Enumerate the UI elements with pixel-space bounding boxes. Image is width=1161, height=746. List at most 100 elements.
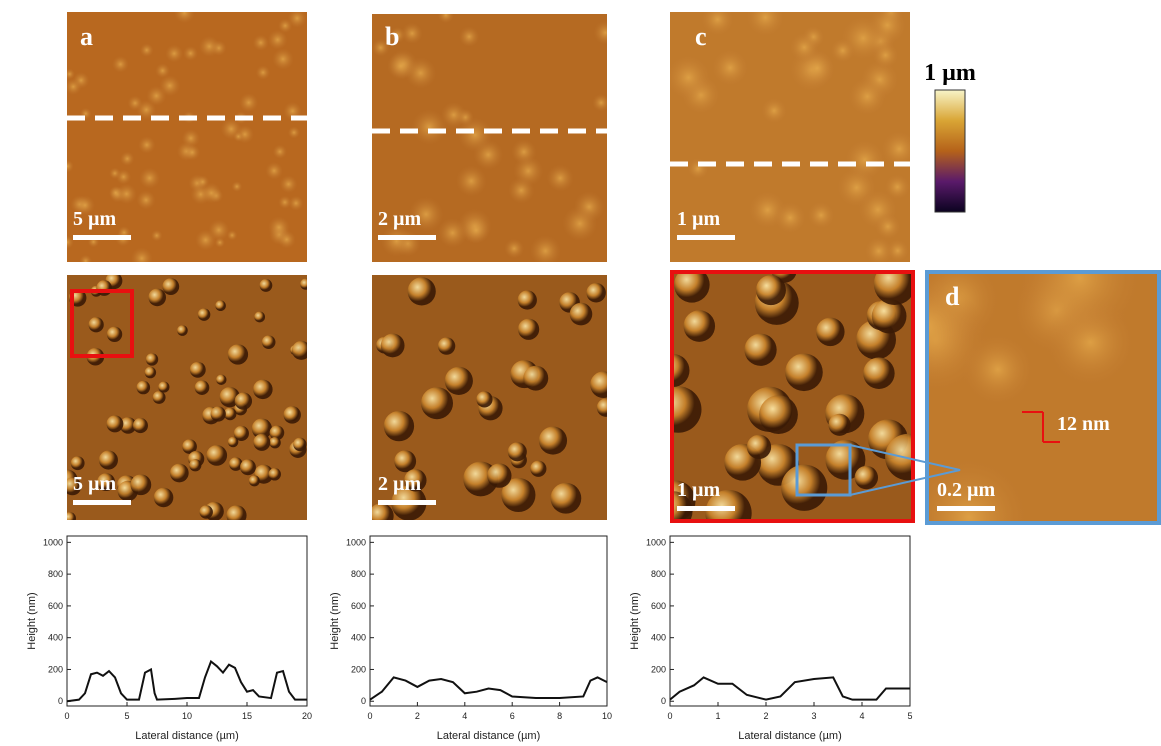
afm-image: [67, 12, 307, 262]
feature: [394, 450, 417, 473]
feature: [272, 144, 287, 159]
feature: [700, 12, 735, 37]
y-tick-label: 600: [48, 601, 63, 611]
feature: [785, 353, 823, 392]
feature: [67, 159, 74, 173]
feature: [116, 183, 137, 205]
scale-bar: [73, 500, 131, 505]
scale-bar-label: 1 µm: [677, 208, 721, 230]
feature: [854, 465, 879, 490]
y-axis-label: Height (nm): [329, 592, 341, 649]
feature: [239, 459, 256, 476]
feature: [670, 386, 702, 433]
feature: [67, 235, 74, 249]
afm-image: [670, 270, 915, 523]
feature: [97, 473, 116, 492]
feature: [173, 12, 195, 24]
feature: [159, 75, 181, 97]
feature: [287, 12, 307, 28]
feature: [272, 48, 294, 70]
y-tick-label: 200: [651, 664, 666, 674]
feature: [144, 366, 157, 379]
feature: [216, 374, 227, 385]
feature: [517, 290, 537, 310]
feature: [136, 100, 157, 120]
feature: [871, 298, 907, 334]
afm-image: [372, 275, 607, 520]
feature: [745, 12, 786, 38]
feature: [411, 109, 447, 145]
line: [369, 676, 608, 701]
feature: [458, 26, 480, 47]
feature: [106, 326, 123, 342]
scale-bar-label: 5 µm: [73, 473, 117, 495]
feature: [120, 151, 135, 166]
feature: [596, 398, 607, 417]
feature: [592, 93, 607, 112]
y-tick-label: 0: [361, 696, 366, 706]
feature: [184, 144, 201, 161]
feature: [746, 434, 772, 460]
scale-bar-label: 0.2 µm: [937, 479, 996, 501]
feature: [279, 175, 298, 193]
feature: [132, 418, 148, 434]
feature: [781, 464, 828, 511]
x-tick-label: 4: [859, 711, 864, 721]
y-tick-label: 400: [351, 633, 366, 643]
scale-bar: [378, 500, 436, 505]
feature: [223, 407, 237, 421]
feature: [508, 177, 535, 204]
x-tick-label: 20: [302, 711, 312, 721]
feature: [562, 206, 598, 242]
feature: [523, 365, 549, 391]
plot-frame: [669, 535, 911, 707]
scale-bar-label: 5 µm: [73, 208, 117, 230]
scale-bar: [677, 235, 735, 240]
feature: [828, 413, 851, 436]
scale-bar-label: 2 µm: [378, 208, 422, 230]
y-tick-label: 800: [48, 569, 63, 579]
zoom-box: [795, 443, 852, 497]
feature: [183, 45, 198, 61]
scale-bar: [677, 506, 735, 511]
feature: [231, 181, 243, 192]
feature: [744, 333, 777, 366]
feature: [139, 43, 154, 57]
feature: [287, 126, 301, 139]
feature: [252, 34, 269, 51]
x-tick-label: 0: [367, 711, 372, 721]
feature: [229, 457, 243, 471]
feature: [546, 164, 574, 192]
y-tick-label: 600: [651, 601, 666, 611]
x-axis-label: Lateral distance (µm): [135, 730, 239, 742]
feature: [165, 44, 184, 63]
feature: [136, 380, 151, 395]
feature: [115, 169, 132, 185]
feature: [530, 460, 547, 477]
feature: [407, 277, 436, 306]
y-tick-label: 0: [661, 696, 666, 706]
annotation: 12 nm: [1057, 413, 1110, 435]
feature: [441, 102, 467, 128]
feature: [198, 35, 220, 57]
panel-label: b: [385, 22, 399, 51]
feature: [259, 279, 273, 292]
feature: [162, 278, 180, 295]
feature: [189, 361, 206, 378]
feature: [686, 157, 710, 180]
feature: [269, 436, 281, 449]
colorbar-label: 1 µm: [924, 60, 976, 86]
feature: [98, 450, 118, 470]
x-tick-label: 4: [462, 711, 467, 721]
feature: [293, 437, 307, 452]
feature: [206, 445, 228, 466]
feature: [457, 117, 493, 152]
feature: [239, 93, 259, 113]
feature: [227, 344, 249, 365]
feature: [67, 477, 82, 496]
feature: [437, 218, 468, 248]
scale-bar: [73, 235, 131, 240]
feature: [404, 469, 427, 492]
feature: [550, 482, 582, 514]
feature: [255, 65, 271, 80]
